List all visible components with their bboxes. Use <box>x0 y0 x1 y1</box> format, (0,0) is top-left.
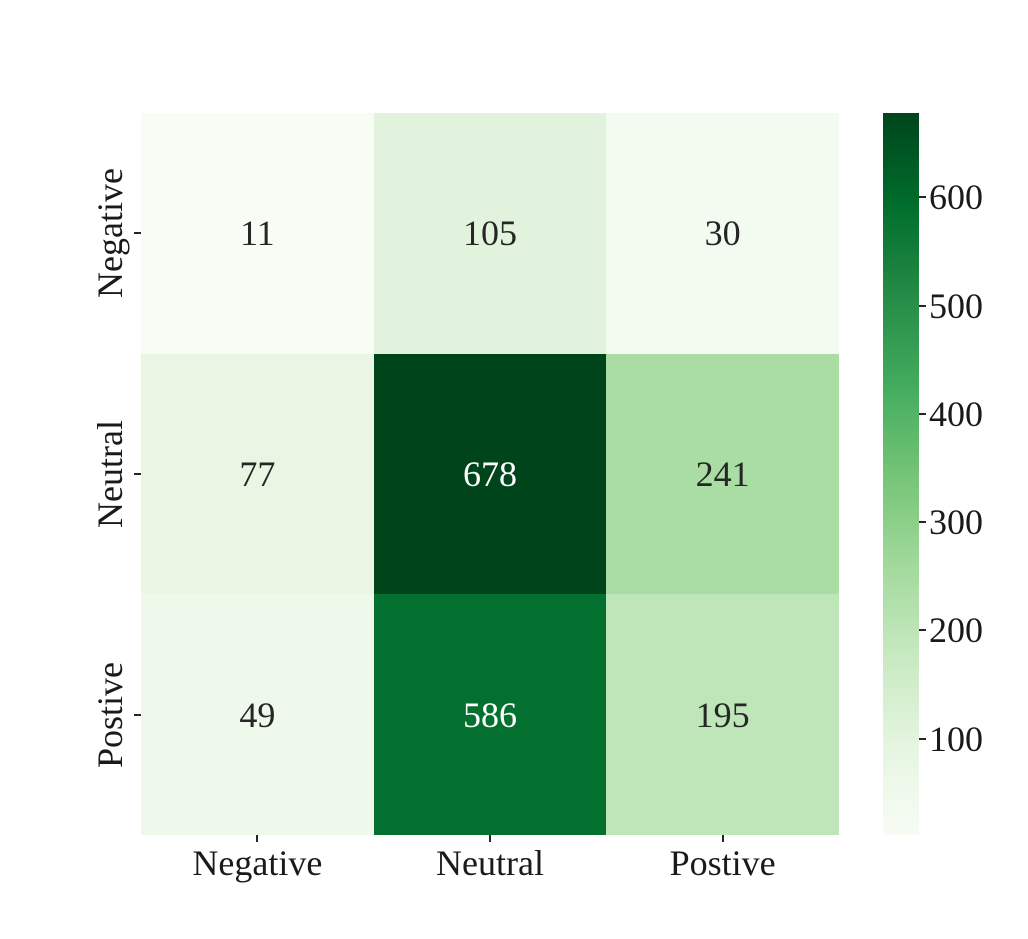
heatmap-cell: 241 <box>606 353 839 595</box>
cell-value: 105 <box>462 213 517 254</box>
heatmap-cell: 678 <box>373 353 607 595</box>
colorbar-tick <box>919 521 926 524</box>
heatmap-cell: 30 <box>606 113 839 354</box>
cell-value: 195 <box>695 694 750 735</box>
cell-value: 241 <box>695 453 750 494</box>
cell-value: 586 <box>462 694 517 735</box>
y-tick-label: Postive <box>90 661 130 768</box>
colorbar-tick <box>919 304 926 307</box>
colorbar-tick <box>919 196 926 199</box>
y-axis-tick <box>134 232 141 235</box>
cell-value: 30 <box>704 213 741 254</box>
x-tick-label: Neutral <box>436 843 544 883</box>
colorbar-tick-label: 600 <box>929 177 983 218</box>
colorbar <box>883 113 919 835</box>
colorbar-tick-label: 200 <box>929 610 983 651</box>
colorbar-tick-label: 500 <box>929 285 983 326</box>
colorbar-tick <box>919 629 926 632</box>
x-axis-tick <box>721 835 724 842</box>
cell-value: 678 <box>462 453 517 494</box>
colorbar-tick-label: 300 <box>929 502 983 543</box>
cell-value: 77 <box>239 453 276 494</box>
heatmap-cell: 105 <box>373 113 607 354</box>
heatmap-cell: 77 <box>141 353 374 595</box>
y-axis-tick <box>134 473 141 475</box>
cell-value: 11 <box>239 213 275 254</box>
heatmap-grid: 11 105 30 77 678 241 49 586 195 <box>141 113 839 835</box>
heatmap-cell: 195 <box>606 594 839 835</box>
colorbar-tick-label: 400 <box>929 393 983 434</box>
colorbar-tick-label: 100 <box>929 718 983 759</box>
y-axis-tick <box>134 713 141 716</box>
y-tick-label: Neutral <box>90 420 130 528</box>
colorbar-tick <box>919 737 926 740</box>
x-tick-label: Negative <box>192 843 323 883</box>
heatmap-cell: 11 <box>141 113 374 354</box>
cell-value: 49 <box>239 694 276 735</box>
y-tick-label: Negative <box>90 168 130 299</box>
x-axis-tick <box>489 835 491 842</box>
x-axis-tick <box>256 835 259 842</box>
x-tick-label: Postive <box>669 843 776 883</box>
heatmap-cell: 49 <box>141 594 374 835</box>
colorbar-tick <box>919 412 926 415</box>
heatmap-cell: 586 <box>373 594 607 835</box>
